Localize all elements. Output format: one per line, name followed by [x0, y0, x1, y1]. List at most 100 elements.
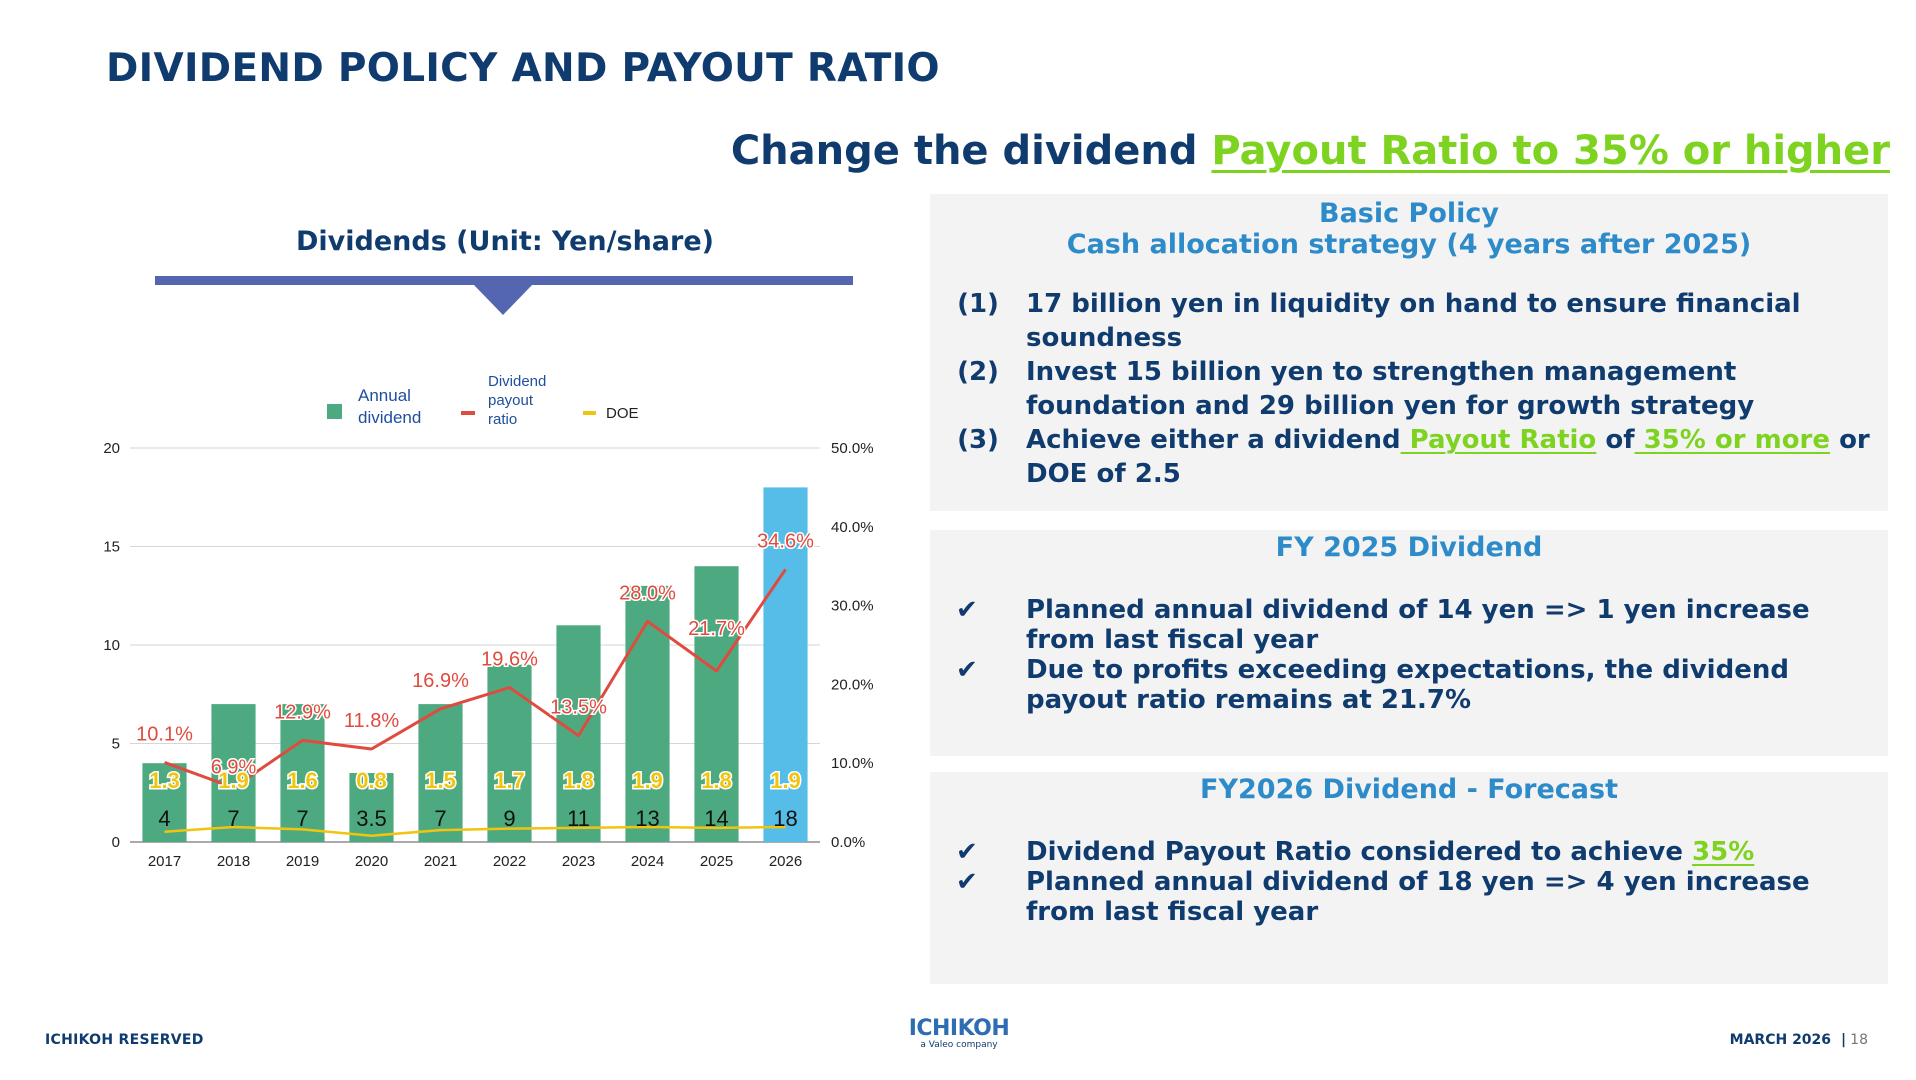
legend-payout-line1: Dividend — [488, 373, 546, 390]
legend-swatch-payout — [461, 411, 475, 415]
dividend-chart: 4 7 7 3.5 7 9 11 13 14 18 10.1% 6.9% 12.9% 11.8% 16.9%… — [103, 373, 874, 870]
y-right-tick-label: 0.0% — [831, 834, 865, 851]
chart-title: Dividends (Unit: Yen/share) — [296, 226, 714, 257]
payout-ratio-label: 12.9% — [274, 701, 331, 723]
page-title: DIVIDEND POLICY AND PAYOUT RATIO — [106, 46, 940, 91]
dividend-value-label: 4 — [158, 806, 170, 831]
checkmark-icon: ✔ — [956, 595, 978, 626]
basic-policy-panel: Basic Policy Cash allocation strategy (4… — [930, 194, 1888, 511]
chart-title-pointer — [473, 284, 533, 315]
y-right-tick-label: 10.0% — [831, 755, 874, 772]
fy2025-item-2: ✔ Due to profits exceeding expectations,… — [930, 655, 1888, 715]
dividend-bar — [418, 704, 463, 842]
dividend-value-label: 3.5 — [356, 806, 387, 831]
logo-wordmark: ICHIKOH — [908, 1016, 1010, 1041]
legend-payout-line3: ratio — [488, 411, 517, 428]
payout-ratio-label: 21.7% — [688, 618, 745, 640]
fy2026-heading: FY2026 Dividend - Forecast — [1200, 774, 1618, 805]
dividend-value-label: 11 — [567, 806, 590, 831]
legend-payout-line2: payout — [488, 392, 534, 409]
dividend-value-label: 7 — [296, 806, 308, 831]
fy2026-item-1: ✔ Dividend Payout Ratio considered to ac… — [930, 837, 1888, 867]
dividend-bar — [280, 704, 325, 842]
legend-annual-line2: dividend — [358, 408, 421, 427]
headline-prefix: Change the dividend — [730, 128, 1212, 174]
doe-label: 1.3 — [149, 768, 180, 793]
policy-item-3: (3) Achieve either a dividend Payout Rat… — [930, 423, 1888, 491]
dividend-value-label: 13 — [635, 806, 659, 831]
dividend-value-label: 7 — [434, 806, 446, 831]
policy-item-text-post: or DOE of 2.5 — [1026, 425, 1870, 490]
footer-separator: | — [1841, 1032, 1847, 1048]
doe-label: 1.9 — [770, 768, 801, 793]
doe-label: 1.5 — [425, 768, 456, 793]
x-tick-label: 2024 — [631, 853, 664, 870]
dividend-bar — [211, 704, 256, 842]
payout-ratio-highlight: Payout Ratio — [1400, 425, 1597, 456]
policy-item-text: 17 billion yen in liquidity on hand to e… — [1026, 289, 1801, 354]
35-percent-target: 35% — [1692, 837, 1755, 868]
dividend-bar — [142, 763, 187, 842]
y-right-tick-label: 50.0% — [831, 440, 874, 457]
dividend-bar — [763, 487, 808, 842]
company-logo: ICHIKOH a Valeo company — [904, 1016, 1014, 1051]
x-tick-label: 2020 — [355, 853, 388, 870]
cash-allocation-subtitle: Cash allocation strategy (4 years after … — [1066, 229, 1752, 261]
policy-item-text-mid: of — [1596, 425, 1635, 456]
chart-legend: Annual dividend Dividend payout ratio DO… — [327, 373, 639, 428]
dividend-bar — [487, 664, 532, 842]
y-left-tick-label: 20 — [103, 440, 120, 457]
y-right-tick-label: 30.0% — [831, 598, 874, 615]
logo-tagline: a Valeo company — [920, 1040, 998, 1050]
footer-date-page: MARCH 2026 | 18 — [1730, 1032, 1868, 1048]
dividend-bar — [625, 585, 670, 842]
payout-ratio-label: 11.8% — [344, 710, 399, 732]
fy2025-item-text: Planned annual dividend of 14 yen => 1 y… — [1026, 595, 1810, 656]
dividend-value-label: 9 — [503, 806, 515, 831]
payout-ratio-line — [163, 568, 787, 790]
x-tick-label: 2017 — [148, 853, 181, 870]
y-left-tick-label: 10 — [103, 637, 120, 654]
fy2025-item-text: Due to profits exceeding expectations, t… — [1026, 655, 1789, 716]
fy2025-item-1: ✔ Planned annual dividend of 14 yen => 1… — [930, 595, 1888, 655]
legend-annual-line1: Annual — [358, 386, 411, 405]
payout-ratio-label: 13.5% — [550, 697, 607, 719]
policy-item-number: (3) — [957, 425, 999, 456]
dividend-value-label: 14 — [704, 806, 728, 831]
checkmark-icon: ✔ — [956, 867, 978, 898]
fy2026-panel: FY2026 Dividend - Forecast ✔ Dividend Pa… — [930, 772, 1888, 984]
payout-ratio-label: 28.0% — [619, 582, 676, 604]
x-tick-label: 2025 — [700, 853, 733, 870]
policy-item-2: (2) Invest 15 billion yen to strengthen … — [930, 355, 1888, 423]
payout-ratio-label: 34.6% — [757, 530, 814, 552]
footer-date: MARCH 2026 — [1729, 1032, 1832, 1048]
x-tick-label: 2022 — [493, 853, 526, 870]
payout-ratio-label: 10.1% — [136, 723, 193, 745]
doe-label: 1.8 — [701, 768, 732, 793]
doe-label: 1.8 — [563, 768, 594, 793]
dividend-bar — [349, 773, 394, 842]
doe-label: 1.9 — [632, 768, 663, 793]
policy-item-text: Invest 15 billion yen to strengthen mana… — [1026, 357, 1755, 422]
footer-copyright: ICHIKOH RESERVED — [45, 1032, 204, 1048]
fy2025-heading: FY 2025 Dividend — [1275, 532, 1543, 563]
legend-swatch-annual — [327, 404, 342, 419]
legend-doe: DOE — [606, 405, 639, 422]
headline-highlight: Payout Ratio to 35% or higher — [1211, 128, 1890, 174]
legend-swatch-doe — [583, 411, 596, 415]
checkmark-icon: ✔ — [956, 655, 978, 686]
x-tick-label: 2021 — [424, 853, 457, 870]
policy-item-number: (2) — [957, 357, 999, 388]
y-right-tick-label: 40.0% — [831, 519, 874, 536]
basic-policy-heading: Basic Policy Cash allocation strategy (4… — [930, 194, 1888, 260]
y-left-tick-label: 15 — [103, 539, 120, 556]
fy2025-panel: FY 2025 Dividend ✔ Planned annual divide… — [930, 530, 1888, 756]
35-percent-highlight: 35% or more — [1634, 425, 1831, 456]
dividend-value-label: 7 — [227, 806, 239, 831]
dividend-bar — [694, 566, 739, 842]
policy-item-1: (1) 17 billion yen in liquidity on hand … — [930, 287, 1888, 355]
y-left-tick-label: 5 — [112, 736, 120, 753]
doe-label: 1.9 — [218, 768, 249, 793]
payout-ratio-label: 6.9% — [211, 757, 257, 779]
doe-label: 1.7 — [494, 768, 525, 793]
